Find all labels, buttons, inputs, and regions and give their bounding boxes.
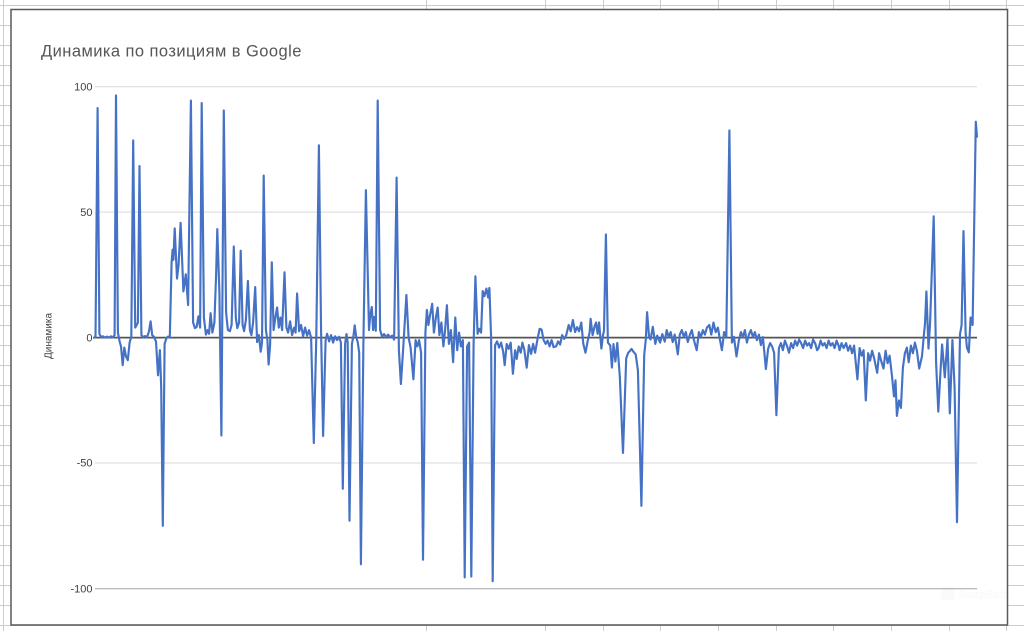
svg-text:-50: -50 <box>77 458 93 470</box>
svg-text:50: 50 <box>80 207 92 219</box>
svg-text:0: 0 <box>86 332 92 344</box>
svg-text:Динамика по позициям в Google: Динамика по позициям в Google <box>41 43 302 61</box>
svg-text:-100: -100 <box>70 584 92 596</box>
svg-text:SnapEdit: SnapEdit <box>959 589 1007 601</box>
svg-text:100: 100 <box>74 82 92 94</box>
svg-text:Динамика: Динамика <box>44 313 55 359</box>
